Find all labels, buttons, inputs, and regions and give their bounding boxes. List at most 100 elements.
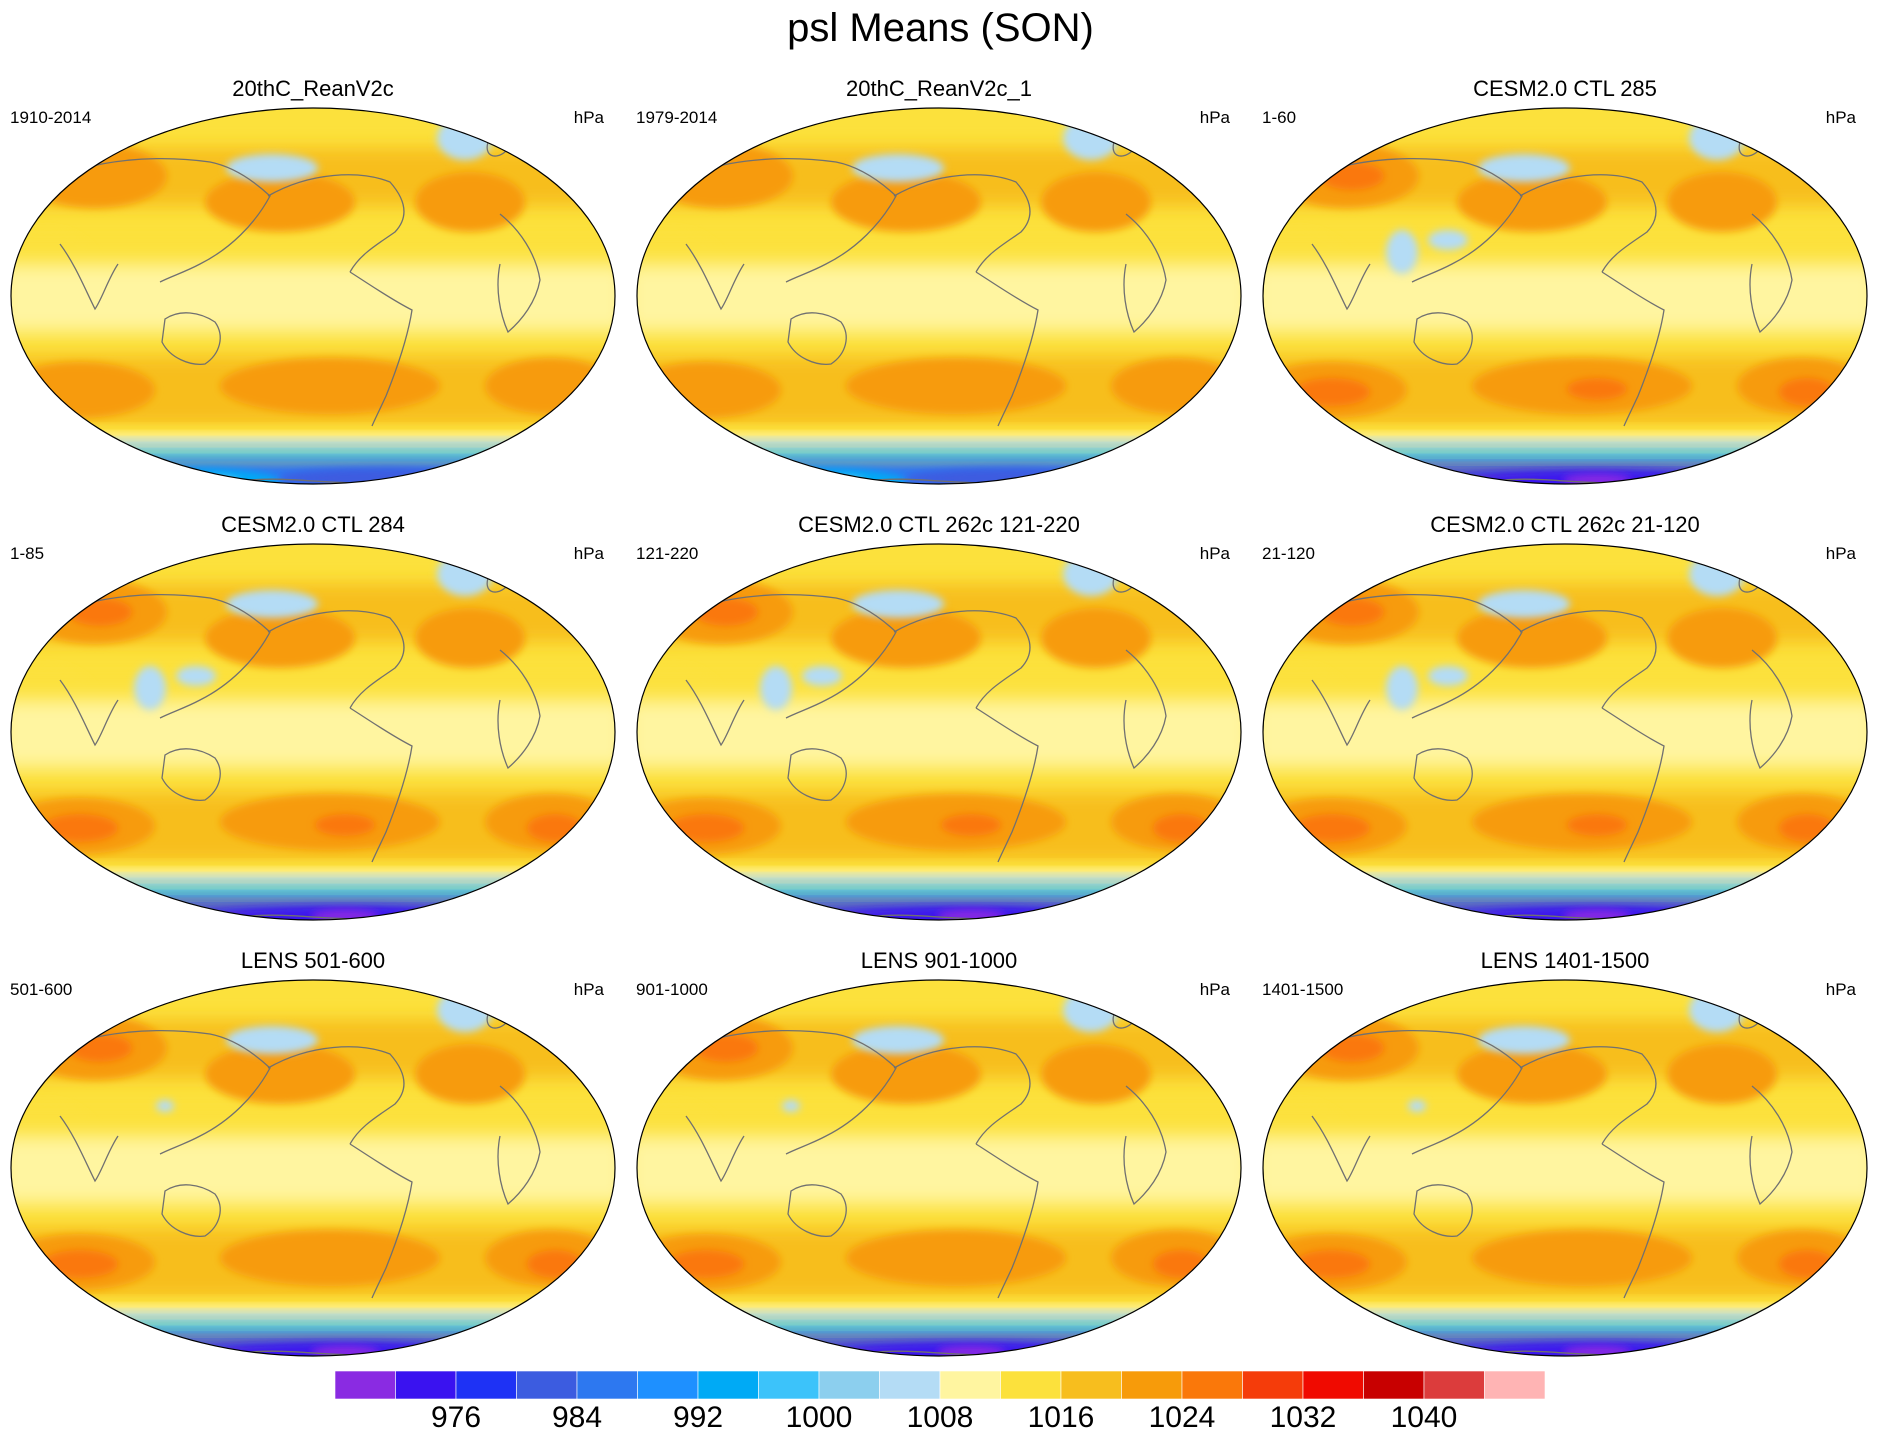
colorbar-box [516, 1371, 578, 1399]
antarctic-plateau-streak [696, 1354, 736, 1356]
aleutian-low [226, 1026, 318, 1054]
coastline-south-america [1601, 1143, 1665, 1299]
map-panel: 20thC_ReanV2c 1910-2014 hPa [0, 76, 626, 492]
coastline-north-america [893, 174, 1031, 273]
colorbar-box [697, 1371, 759, 1399]
map-border [10, 107, 616, 485]
icelandic-low [1063, 552, 1119, 596]
colorbar-box [879, 1371, 941, 1399]
maritime-low-a [1386, 666, 1418, 710]
icelandic-low [437, 116, 493, 160]
psl-contour-map [636, 543, 1242, 921]
coastline-north-america [267, 610, 405, 709]
antarctic-plateau-streak [1322, 918, 1362, 920]
north-pacific-high [205, 1044, 355, 1104]
icelandic-low [1063, 988, 1119, 1032]
tropical-band-inner [1263, 264, 1867, 332]
band-1012 [11, 862, 615, 870]
coastline-africa [1749, 649, 1793, 770]
map-panel: LENS 1401-1500 1401-1500 hPa [1252, 948, 1878, 1364]
band-1004 [1263, 1311, 1867, 1318]
azores-high [415, 1044, 525, 1104]
coastline-india [59, 1115, 119, 1183]
antarctic-plateau-streak [1322, 1354, 1362, 1356]
panel-years-label: 1979-2014 [636, 108, 718, 127]
panel-title: LENS 1401-1500 [1480, 948, 1650, 973]
antarctic-interior [1297, 1350, 1467, 1356]
aleutian-low [1478, 590, 1570, 618]
coastline-north-america [1519, 174, 1657, 273]
icelandic-low [1689, 116, 1745, 160]
band-1008 [637, 433, 1241, 440]
panel-units-label: hPa [1199, 544, 1230, 563]
band-996 [11, 1323, 615, 1330]
maritime-low-b [802, 666, 842, 686]
map-border [1262, 979, 1868, 1357]
coastline-australia [787, 748, 847, 801]
coastline-north-america [893, 610, 1031, 709]
psl-contour-map [10, 543, 616, 921]
band-1008 [11, 433, 615, 440]
panel-units-label: hPa [573, 544, 604, 563]
map-panel: LENS 501-600 501-600 hPa [0, 948, 626, 1364]
south-pacific-high [220, 1230, 440, 1286]
antarctic-interior [671, 914, 841, 920]
panel-title: LENS 501-600 [240, 948, 386, 973]
panel-units-label: hPa [1825, 108, 1856, 127]
coastline-africa [1123, 649, 1167, 770]
antarctic-plateau-streak [70, 1354, 110, 1356]
psl-contour-map [1262, 543, 1868, 921]
band-996 [11, 887, 615, 894]
band-1008 [11, 1305, 615, 1312]
band-992 [11, 893, 615, 900]
band-1004 [11, 439, 615, 446]
panel-units-label: hPa [1199, 980, 1230, 999]
coastline-north-america [893, 1046, 1031, 1145]
panel-units-label: hPa [573, 980, 604, 999]
colorbar-box [1423, 1371, 1485, 1399]
coastline-india [685, 1115, 745, 1183]
coastline-asia [645, 1029, 897, 1155]
coastline-india [685, 243, 745, 311]
maritime-low-small [1408, 1100, 1426, 1112]
band-1012 [11, 426, 615, 434]
tropical-band-inner [11, 264, 615, 332]
south-pacific-high-core [941, 814, 1001, 836]
psl-contour-map [1262, 107, 1868, 485]
band-988 [1263, 1335, 1867, 1343]
colorbar-tick-label: 1016 [1027, 1401, 1095, 1434]
colorbar-box [1000, 1371, 1062, 1399]
colorbar-box [1181, 1371, 1243, 1399]
panel-units-label: hPa [1825, 980, 1856, 999]
colorbar-box [455, 1371, 517, 1399]
map-panel: 20thC_ReanV2c_1 1979-2014 hPa [626, 76, 1252, 492]
colorbar-box [576, 1371, 638, 1399]
south-atlantic-high-core [1779, 814, 1835, 842]
azores-high [1667, 608, 1777, 668]
tropical-band-inner [637, 1136, 1241, 1204]
band-1004 [637, 439, 1241, 446]
colorbar-tick-label: 1024 [1148, 1401, 1216, 1434]
panel-title: CESM2.0 CTL 284 [221, 512, 405, 537]
north-pacific-high [831, 172, 981, 232]
band-1008 [1263, 869, 1867, 876]
band-1012 [637, 1298, 1241, 1306]
band-1004 [11, 875, 615, 882]
colorbar-box [818, 1371, 880, 1399]
coastline-north-america [1519, 610, 1657, 709]
band-1000 [637, 881, 1241, 888]
azores-high [1667, 172, 1777, 232]
coastline-africa [1123, 213, 1167, 334]
band-1012 [637, 426, 1241, 434]
north-pacific-high [831, 608, 981, 668]
band-1008 [637, 1305, 1241, 1312]
band-1008 [1263, 433, 1867, 440]
azores-high [415, 608, 525, 668]
panel-years-label: 501-600 [10, 980, 73, 999]
map-panel: CESM2.0 CTL 285 1-60 hPa [1252, 76, 1878, 492]
panel-title: LENS 901-1000 [860, 948, 1018, 973]
antarctic-interior [1297, 914, 1467, 920]
maritime-low-a [760, 666, 792, 710]
aleutian-low [226, 154, 318, 182]
south-pacific-high-core [1567, 378, 1627, 400]
